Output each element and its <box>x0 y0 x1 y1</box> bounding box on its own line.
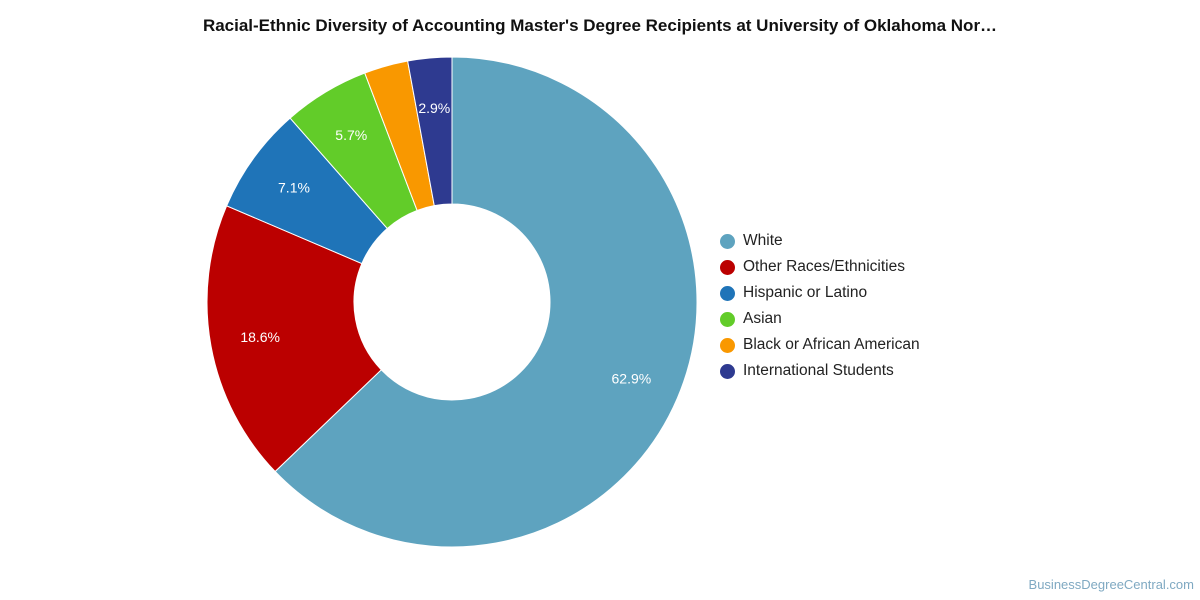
legend-swatch <box>720 337 735 353</box>
slice-white <box>274 56 698 548</box>
source-credit: BusinessDegreeCentral.com <box>1028 577 1194 592</box>
slice-international-students <box>407 56 453 207</box>
slice-label: 62.9% <box>612 371 652 387</box>
slice-label: 18.6% <box>240 329 280 345</box>
slice-label: 5.7% <box>335 127 367 143</box>
chart-legend: White Other Races/Ethnicities Hispanic or … <box>720 228 920 384</box>
legend-label: Asian <box>743 310 782 327</box>
legend-label: Other Races/Ethnicities <box>743 258 905 275</box>
legend-item: White <box>720 228 920 254</box>
legend-item: Asian <box>720 306 920 332</box>
legend-item: Black or African American <box>720 332 920 358</box>
legend-label: International Students <box>743 362 894 379</box>
legend-swatch <box>720 285 735 301</box>
slice-label: 7.1% <box>278 180 310 196</box>
legend-item: International Students <box>720 358 920 384</box>
legend-label: Hispanic or Latino <box>743 284 868 301</box>
legend-label: White <box>743 232 783 249</box>
legend-swatch <box>720 233 735 249</box>
slice-other-races-ethnicities <box>206 205 382 473</box>
legend-swatch <box>720 259 735 275</box>
legend-swatch <box>720 311 735 327</box>
chart-title: Racial-Ethnic Diversity of Accounting Ma… <box>202 16 998 35</box>
legend-item: Hispanic or Latino <box>720 280 920 306</box>
slice-label: 2.9% <box>418 100 450 116</box>
legend-item: Other Races/Ethnicities <box>720 254 920 280</box>
legend-swatch <box>720 363 735 379</box>
legend-label: Black or African American <box>743 336 920 353</box>
